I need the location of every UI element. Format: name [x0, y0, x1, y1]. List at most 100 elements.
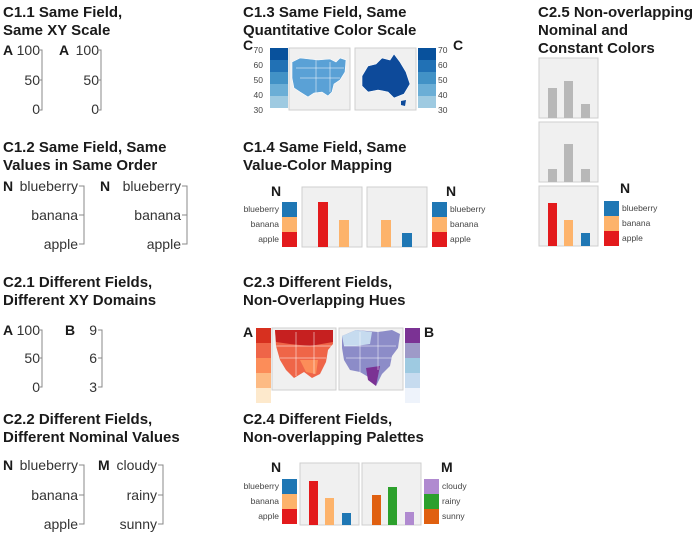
- c14-right-bar-banana: [381, 220, 391, 247]
- c12-left-tick-bottom: apple: [44, 236, 78, 252]
- c22-left-axis-line: [79, 464, 85, 525]
- c13-left-color-ramp-swatch-2: [270, 60, 288, 72]
- c24-right-swatch-sunny: [424, 509, 439, 524]
- c12-left-tick-mid: banana: [31, 207, 78, 223]
- c22-right-tick-mid: rainy: [127, 487, 157, 503]
- c22-title-line2: Different Nominal Values: [3, 429, 180, 446]
- c22-left-tick-top: blueberry: [20, 457, 78, 473]
- c14-right-swatch-apple: [432, 232, 447, 247]
- c12-right-axis-label: N: [100, 178, 110, 194]
- c23-purple-us-north: [342, 330, 372, 346]
- c13-left-color-ramp-swatch-4: [270, 84, 288, 96]
- c22-left-axis-label: N: [3, 457, 13, 473]
- c23-right-color-ramp-swatch-4: [405, 373, 420, 388]
- c22-right-axis-line: [158, 464, 164, 525]
- c22-right-tick-bottom: sunny: [120, 516, 157, 532]
- c21-title-line1: C2.1 Different Fields,: [3, 274, 152, 291]
- c25-title-line2: Nominal and: [538, 22, 628, 39]
- c21-right-tick-top: 9: [89, 322, 97, 338]
- c25-gray-chart-1-bar-3: [581, 104, 590, 118]
- c23-red-us-north: [275, 330, 333, 346]
- c25-legend-blueberry: blueberry: [622, 203, 658, 213]
- c24-left-chart: [299, 462, 360, 526]
- c13-left-tick-30: 30: [254, 105, 264, 115]
- c23-right-color-ramp-swatch-3: [405, 358, 420, 373]
- c21-right-axis-label: B: [65, 322, 75, 338]
- c13-right-color-ramp-swatch-2: [418, 60, 436, 72]
- c24-right-chart: [361, 462, 422, 526]
- c23-right-color-ramp-swatch-5: [405, 388, 420, 403]
- c25-gray-chart-2-bar-2: [564, 144, 573, 182]
- c22-left-tick-bottom: apple: [44, 516, 78, 532]
- c12-right-tick-top: blueberry: [123, 178, 181, 194]
- c12-right-tick-mid: banana: [134, 207, 181, 223]
- c12-left-tick-top: blueberry: [20, 178, 78, 194]
- c12-left-axis-line: [79, 185, 85, 245]
- c12-left-axis: N blueberry banana apple: [3, 178, 85, 252]
- c23-left-color-ramp-swatch-1: [256, 328, 271, 343]
- c13-australia-map: [354, 47, 417, 111]
- c25-legend-banana: banana: [622, 218, 651, 228]
- c13-australia-shape: [361, 53, 411, 99]
- c14-left-legend: blueberry banana apple: [244, 202, 297, 247]
- c11-left-axis-line: [38, 49, 43, 111]
- c12-right-axis: N blueberry banana apple: [100, 178, 188, 252]
- c11-left-tick-bottom: 0: [32, 101, 40, 117]
- c14-right-legend-label: N: [446, 183, 456, 199]
- c23-left-color-ramp-swatch-4: [256, 373, 271, 388]
- c21-title-line2: Different XY Domains: [3, 292, 156, 309]
- c12-right-tick-bottom: apple: [147, 236, 181, 252]
- c25-legend-label: N: [620, 180, 630, 196]
- c13-right-legend: 70 60 50 40 30 C: [418, 37, 463, 115]
- c13-left-color-ramp-swatch-1: [270, 48, 288, 60]
- c13-us-map: [288, 47, 351, 111]
- c24-left-bar-blueberry: [342, 513, 351, 525]
- c13-right-tick-30: 30: [438, 105, 448, 115]
- c11-left-tick-mid: 50: [24, 72, 40, 88]
- c24-right-swatch-cloudy: [424, 479, 439, 494]
- c23-left-color-ramp: [256, 328, 271, 403]
- c25-legend: blueberry banana apple: [604, 201, 658, 246]
- c23-title-line2: Non-Overlapping Hues: [243, 292, 406, 309]
- c13-right-tick-70: 70: [438, 45, 448, 55]
- c23-us-map-red: [271, 327, 337, 391]
- c21-left-axis-line: [38, 329, 43, 388]
- c13-left-color-ramp-swatch-3: [270, 72, 288, 84]
- c25-gray-chart-2-bar-3: [581, 169, 590, 182]
- c14-left-bar-apple: [318, 202, 328, 247]
- c23-left-color-ramp-swatch-5: [256, 388, 271, 403]
- c14-left-chart: [301, 186, 363, 248]
- c23-us-map-purple: [338, 327, 404, 391]
- c14-left-legend-label: N: [271, 183, 281, 199]
- c24-left-legend-banana: banana: [251, 496, 280, 506]
- c24-right-legend-cloudy: cloudy: [442, 481, 467, 491]
- c22-title-line1: C2.2 Different Fields,: [3, 411, 152, 428]
- c25-color-bar-blueberry: [581, 233, 590, 246]
- c24-left-legend: blueberry banana apple: [244, 479, 297, 524]
- c14-right-legend-banana: banana: [450, 219, 479, 229]
- c25-legend-apple: apple: [622, 233, 643, 243]
- c13-right-color-ramp-swatch-3: [418, 72, 436, 84]
- c24-right-bar-rainy: [388, 487, 397, 525]
- c23-right-color-ramp-swatch-2: [405, 343, 420, 358]
- c11-title-line1: C1.1 Same Field,: [3, 4, 122, 21]
- c23-red-us-south: [300, 360, 318, 374]
- c25-color-chart: [538, 185, 599, 247]
- c13-left-color-ramp-swatch-5: [270, 96, 288, 108]
- c12-title-line1: C1.2 Same Field, Same: [3, 139, 166, 156]
- c25-title-line3: Constant Colors: [538, 40, 655, 57]
- c25-gray-chart-1-bar-2: [564, 81, 573, 118]
- c11-right-axis-line: [97, 49, 102, 111]
- c21-left-tick-top: 100: [17, 322, 41, 338]
- c22-right-axis: M cloudy rainy sunny: [98, 457, 164, 532]
- c24-left-bar-apple: [309, 481, 318, 525]
- c24-left-legend-apple: apple: [258, 511, 279, 521]
- c21-left-axis: A 100 50 0: [3, 322, 43, 395]
- c13-right-tick-50: 50: [438, 75, 448, 85]
- c24-right-bar-cloudy: [405, 512, 414, 525]
- c12-title-line2: Values in Same Order: [3, 157, 157, 174]
- c13-left-tick-70: 70: [254, 45, 264, 55]
- c14-left-legend-blueberry: blueberry: [244, 204, 280, 214]
- c22-right-tick-top: cloudy: [117, 457, 157, 473]
